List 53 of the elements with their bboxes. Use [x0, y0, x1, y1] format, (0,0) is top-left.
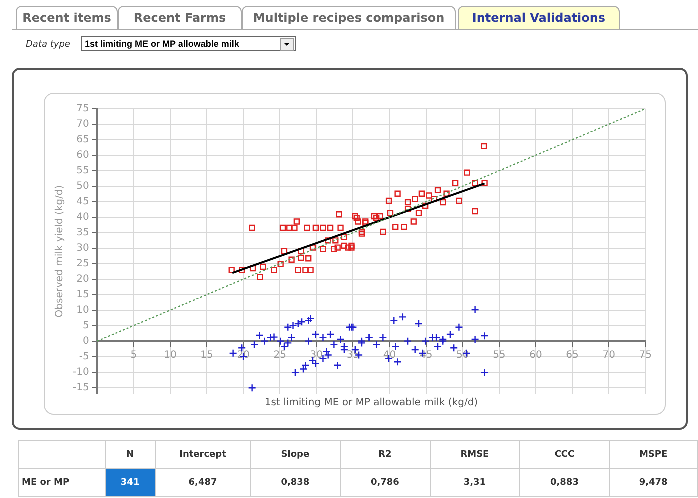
x-tick-label: 25	[274, 350, 286, 361]
text: R2	[340, 440, 430, 468]
y-tick-label: 40	[76, 212, 90, 224]
text: 341	[105, 468, 156, 496]
y-tick-label: 30	[76, 242, 90, 254]
x-tick-label: 15	[200, 350, 214, 361]
y-tick-label: 35	[76, 228, 90, 239]
x-axis-title: 1st limiting ME or MP allowable milk (kg/d)	[264, 398, 478, 409]
x-tick-label: 30	[310, 350, 324, 361]
text: N	[105, 440, 156, 468]
text: 0,883	[520, 468, 610, 496]
text: Multiple recipes comparison	[242, 6, 456, 29]
x-tick-label: 40	[383, 350, 396, 361]
y-tick-label: 55	[76, 166, 90, 177]
text: CCC	[520, 440, 610, 468]
text: 1st limiting ME or MP allowable milk	[85, 39, 240, 49]
text: 6,487	[156, 468, 251, 496]
y-tick-label: 15	[76, 289, 90, 300]
y-tick-label: 25	[76, 258, 90, 270]
text: ME or MP	[18, 468, 106, 496]
text: Recent items	[16, 6, 118, 29]
text: 0,786	[340, 468, 430, 496]
text: Data type	[26, 40, 70, 50]
text: 9,478	[610, 468, 698, 496]
text: 3,31	[430, 468, 520, 496]
x-tick-label: 75	[639, 350, 652, 361]
x-tick-label: 5	[130, 350, 138, 361]
y-tick-label: -5	[79, 351, 90, 362]
y-tick-label: -15	[72, 382, 90, 394]
y-tick-label: 75	[76, 104, 90, 115]
text: Recent Farms	[118, 6, 242, 29]
y-tick-label: 65	[76, 134, 90, 146]
x-tick-label: 60	[530, 350, 542, 361]
text: Intercept	[156, 440, 251, 468]
x-tick-label: 65	[566, 350, 579, 361]
y-tick-label: 45	[76, 196, 90, 208]
y-tick-label: 60	[76, 150, 90, 162]
x-tick-label: 70	[602, 350, 616, 361]
text: Internal Validations	[458, 6, 620, 29]
x-tick-label: 55	[493, 350, 506, 361]
y-tick-label: 50	[76, 181, 90, 192]
y-tick-label: 10	[76, 304, 90, 316]
y-tick-label: 0	[82, 336, 90, 347]
text: MSPE	[610, 440, 698, 468]
y-tick-label: 70	[76, 119, 90, 130]
y-axis-title: Observed milk yield (kg/d)	[54, 185, 66, 318]
y-tick-label: 5	[82, 320, 90, 332]
text: 0,838	[250, 468, 340, 496]
y-tick-label: 20	[76, 274, 90, 285]
text: RMSE	[430, 440, 520, 468]
x-tick-label: 10	[164, 350, 177, 361]
text: Slope	[250, 440, 340, 468]
y-tick-label: -10	[72, 366, 90, 378]
